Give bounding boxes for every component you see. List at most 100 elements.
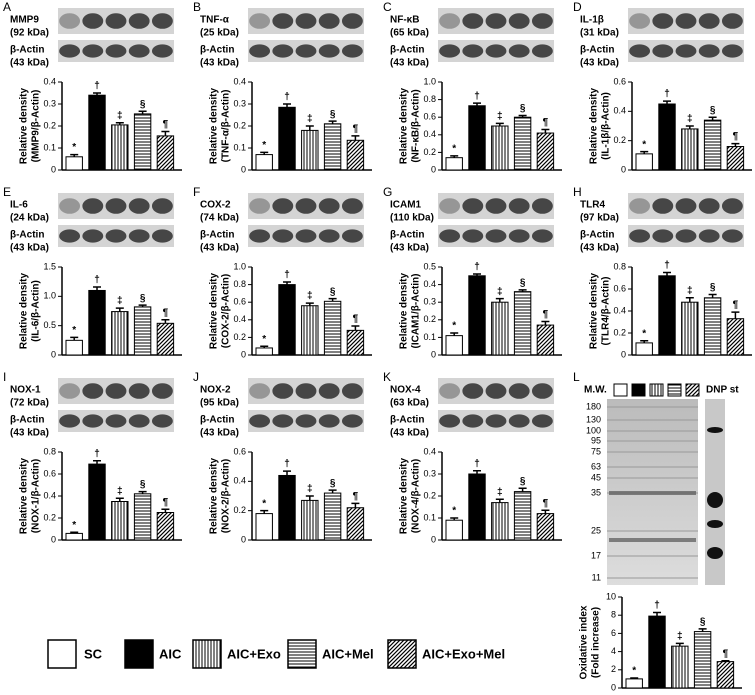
blot-band <box>439 383 461 399</box>
significance-mark: § <box>330 478 336 489</box>
control-label: β-Actin <box>390 230 424 241</box>
y-axis-label: (IL-1β/β-Actin) <box>601 92 612 160</box>
blot-band <box>675 13 697 29</box>
y-tick-label: 0.2 <box>233 332 246 342</box>
bar <box>491 125 509 171</box>
blot-label: NOX-1 <box>10 385 41 396</box>
bar <box>693 631 712 689</box>
error-bar <box>473 102 482 106</box>
y-tick-label: 0.4 <box>233 314 246 324</box>
y-tick-label: 0.2 <box>613 327 626 337</box>
y-axis-label: Oxidative index <box>579 605 590 679</box>
blot-band <box>629 44 651 58</box>
blot-band <box>439 414 461 428</box>
significance-mark: § <box>330 109 336 120</box>
y-tick-label: 0.8 <box>613 261 626 271</box>
lane-key <box>631 383 646 397</box>
error-bar <box>518 487 527 492</box>
legend-swatch <box>192 639 222 669</box>
blot-kda: (24 kDa) <box>10 213 49 224</box>
bar <box>301 499 319 541</box>
y-tick-label: 1.0 <box>233 261 246 271</box>
panel-letter: E <box>3 185 11 199</box>
mw-tick-label: 35 <box>591 487 601 497</box>
significance-mark: * <box>72 520 76 531</box>
y-axis-label: Relative density <box>589 87 600 164</box>
lane-key <box>613 383 628 397</box>
error-bar <box>708 293 717 298</box>
error-bar <box>328 297 337 302</box>
blot-band <box>151 383 173 399</box>
y-tick-label: 0 <box>431 164 436 174</box>
control-label: β-Actin <box>390 415 424 426</box>
bar <box>278 106 296 171</box>
bar <box>156 135 175 171</box>
error-bar <box>283 281 292 285</box>
control-label: β-Actin <box>390 45 424 56</box>
y-tick-label: 0.2 <box>233 120 246 130</box>
error-bar <box>450 517 459 521</box>
blot-band <box>295 198 317 214</box>
y-axis-label: (NOX-4/β-Actin) <box>411 459 422 533</box>
bar <box>323 492 342 541</box>
panel-letter: J <box>193 370 199 384</box>
panel-letter: B <box>193 0 201 14</box>
significance-mark: † <box>474 262 480 273</box>
bar <box>445 157 463 171</box>
standard-label: DNP st <box>706 385 739 396</box>
blot-band <box>721 229 743 243</box>
y-tick-label: 0.6 <box>423 112 436 122</box>
error-bar <box>675 642 684 647</box>
blot-band <box>721 13 743 29</box>
significance-mark: ¶ <box>353 491 359 502</box>
bar <box>468 473 486 541</box>
error-bar <box>161 508 170 513</box>
blot-band <box>485 44 507 58</box>
error-bar <box>283 103 292 108</box>
bar <box>513 291 532 356</box>
y-axis-label: (NOX-1/β-Actin) <box>31 459 42 533</box>
y-tick-label: 0.4 <box>613 106 626 116</box>
error-bar <box>138 110 147 114</box>
y-tick-label: 0.2 <box>423 490 436 500</box>
y-axis-label: (NF-κB/β-Actin) <box>411 89 422 162</box>
blot-band <box>151 198 173 214</box>
significance-mark: ¶ <box>543 498 549 509</box>
y-tick-label: 0.3 <box>423 297 436 307</box>
bar <box>726 318 745 356</box>
error-bar <box>731 142 740 147</box>
significance-mark: † <box>284 92 290 103</box>
blot-band <box>295 13 317 29</box>
significance-mark: * <box>632 666 636 677</box>
blot-band <box>82 13 104 29</box>
blot-label: NF-κB <box>390 15 419 26</box>
y-tick-label: 0.2 <box>423 314 436 324</box>
blot-band <box>59 383 81 399</box>
blot-kda: (63 kDa) <box>390 398 429 409</box>
legend-swatch <box>124 639 154 669</box>
blot-band <box>318 198 340 214</box>
significance-mark: † <box>94 275 100 286</box>
blot-band <box>128 414 150 428</box>
significance-mark: † <box>664 260 670 271</box>
control-kda: (43 kDa) <box>10 428 49 439</box>
significance-mark: * <box>72 142 76 153</box>
significance-mark: ‡ <box>497 286 503 297</box>
significance-mark: * <box>642 139 646 150</box>
bar <box>65 339 83 356</box>
blot-band <box>439 44 461 58</box>
blot-band <box>462 383 484 399</box>
error-bar <box>495 297 504 303</box>
mw-tick-label: 100 <box>586 425 601 435</box>
y-axis-label: Relative density <box>589 272 600 349</box>
blot-band <box>59 229 81 243</box>
blot-band <box>59 13 81 29</box>
blot-kda: (110 kDa) <box>390 213 434 224</box>
control-kda: (43 kDa) <box>10 243 49 254</box>
error-bar <box>495 498 504 503</box>
blot-band <box>272 198 294 214</box>
error-bar <box>685 297 694 303</box>
bar <box>346 507 365 541</box>
error-bar <box>305 495 314 501</box>
bar <box>133 306 152 356</box>
